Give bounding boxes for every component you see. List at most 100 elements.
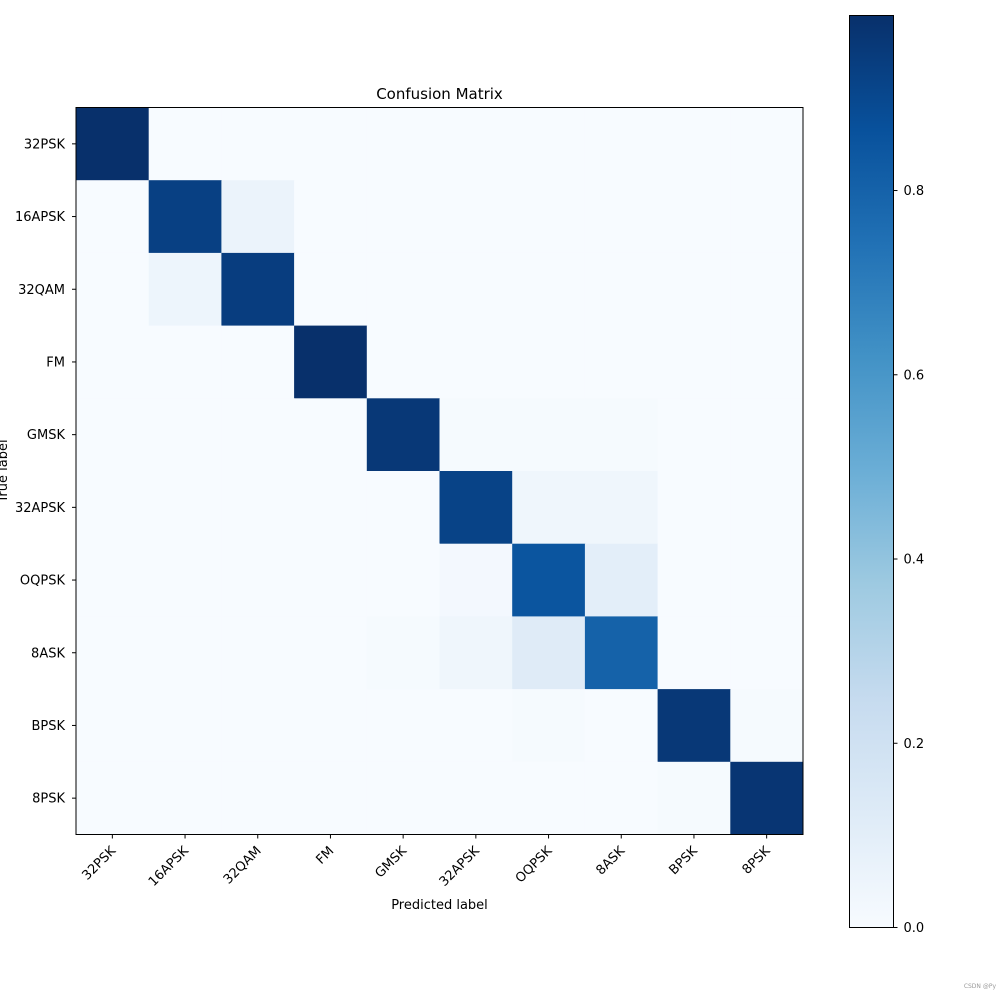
heatmap-cell-6-2 [221, 543, 295, 617]
heatmap-cell-1-1 [148, 180, 222, 254]
y-tick-label: FM [46, 355, 65, 370]
y-tick-label: 32APSK [15, 501, 66, 516]
x-tick-label: 32PSK [79, 843, 119, 883]
heatmap-cell-3-0 [76, 325, 150, 399]
heatmap-cell-9-5 [439, 761, 513, 835]
y-tick-label: GMSK [27, 428, 66, 443]
x-tick-label: 8ASK [593, 843, 628, 878]
heatmap-cell-2-7 [584, 252, 659, 327]
heatmap-cell-5-4 [366, 471, 440, 545]
heatmap-cell-7-7 [584, 616, 659, 690]
heatmap-cell-5-7 [584, 471, 659, 545]
heatmap-cell-2-8 [657, 252, 731, 327]
heatmap-cell-0-3 [294, 107, 368, 181]
y-axis-ticks: 32PSK 16APSK 32QAM FM GMSK 32APSK OQPSK 8ASK BPS… [15, 137, 76, 807]
colorbar-tick-label: 0.6 [904, 368, 925, 383]
heatmap-cell-6-8 [657, 543, 731, 617]
heatmap-cell-3-9 [730, 325, 804, 399]
heatmap-cell-0-6 [512, 107, 586, 181]
heatmap-cell-9-0 [76, 761, 150, 835]
y-tick-label: 8ASK [31, 646, 65, 661]
colorbar [849, 15, 894, 928]
heatmap-cell-2-0 [76, 252, 150, 327]
x-tick-label: 8PSK [740, 843, 774, 877]
colorbar-tick-label: 0.0 [904, 921, 925, 936]
colorbar-tick-label: 0.8 [904, 184, 925, 199]
heatmap-cell-0-0 [76, 107, 150, 181]
heatmap-cell-1-9 [730, 180, 804, 254]
heatmap-cell-7-4 [366, 616, 440, 690]
heatmap-cell-1-0 [76, 180, 150, 254]
heatmap-cell-7-0 [76, 616, 150, 690]
heatmap-cell-6-0 [76, 543, 150, 617]
heatmap-cell-9-8 [657, 761, 731, 835]
heatmap-cell-1-2 [221, 180, 295, 254]
heatmap-cell-7-9 [730, 616, 804, 690]
heatmap-cell-8-9 [730, 689, 804, 763]
heatmap-cell-0-9 [730, 107, 804, 181]
heatmap-cell-2-9 [730, 252, 804, 327]
x-tick-label: 32QAM [221, 844, 265, 888]
y-tick-label: 32PSK [24, 137, 66, 152]
heatmap-cell-1-4 [366, 180, 440, 254]
x-axis-label: Predicted label [391, 898, 488, 913]
x-tick-label: FM [313, 844, 337, 868]
heatmap-cell-0-5 [439, 107, 513, 181]
x-tick-label: 16APSK [146, 843, 192, 889]
heatmap-cell-9-2 [221, 761, 295, 835]
heatmap-cell-9-4 [366, 761, 440, 835]
heatmap-cell-3-2 [221, 325, 295, 399]
heatmap-cell-8-2 [221, 689, 295, 763]
heatmap-cell-4-5 [439, 398, 513, 472]
heatmap-cell-9-6 [512, 761, 586, 835]
heatmap-cell-8-5 [439, 689, 513, 763]
heatmap-cell-9-1 [148, 761, 222, 835]
heatmap-cell-4-0 [76, 398, 150, 472]
y-tick-label: 16APSK [15, 210, 66, 225]
heatmap-cell-6-7 [584, 543, 659, 617]
heatmap-cell-4-7 [584, 398, 659, 472]
plot-frame [75, 107, 804, 835]
heatmap-cell-5-5 [439, 471, 513, 545]
heatmap-cell-3-8 [657, 325, 731, 399]
heatmap-cells [76, 107, 804, 835]
x-axis-ticks: 32PSK 16APSK 32QAM FM GMSK 32APSK OQPSK 8ASK BPS… [79, 834, 774, 890]
y-tick-label: OQPSK [20, 574, 66, 589]
y-tick-label: BPSK [31, 719, 65, 734]
heatmap-cell-1-8 [657, 180, 731, 254]
heatmap-cell-2-1 [148, 252, 222, 327]
heatmap-cell-3-3 [294, 325, 368, 399]
heatmap-cell-9-7 [584, 761, 659, 835]
heatmap-cell-7-5 [439, 616, 513, 690]
heatmap-cell-7-1 [148, 616, 222, 690]
heatmap-cell-4-6 [512, 398, 586, 472]
heatmap-cell-8-6 [512, 689, 586, 763]
heatmap-cell-8-0 [76, 689, 150, 763]
heatmap-cell-4-3 [294, 398, 368, 472]
heatmap-cell-8-7 [584, 689, 659, 763]
heatmap-cell-8-1 [148, 689, 222, 763]
heatmap-cell-3-1 [148, 325, 222, 399]
colorbar-tick-label: 0.2 [904, 737, 925, 752]
heatmap-cell-9-9 [730, 761, 804, 835]
y-tick-label: 32QAM [18, 283, 65, 298]
x-tick-label: GMSK [372, 843, 410, 881]
heatmap-cell-2-3 [294, 252, 368, 327]
heatmap-cell-1-7 [584, 180, 659, 254]
heatmap-cell-6-1 [148, 543, 222, 617]
heatmap-cell-8-3 [294, 689, 368, 763]
heatmap-cell-0-2 [221, 107, 295, 181]
heatmap-cell-4-1 [148, 398, 222, 472]
chart-title: Confusion Matrix [376, 85, 503, 103]
heatmap-cell-8-4 [366, 689, 440, 763]
heatmap-cell-0-4 [366, 107, 440, 181]
heatmap-cell-5-8 [657, 471, 731, 545]
y-axis-label: True label [0, 439, 11, 503]
colorbar-tick-label: 0.4 [904, 553, 925, 568]
heatmap-cell-5-2 [221, 471, 295, 545]
heatmap-cell-4-4 [366, 398, 440, 472]
heatmap-cell-0-8 [657, 107, 731, 181]
heatmap-cell-3-4 [366, 325, 440, 399]
heatmap-cell-2-4 [366, 252, 440, 327]
